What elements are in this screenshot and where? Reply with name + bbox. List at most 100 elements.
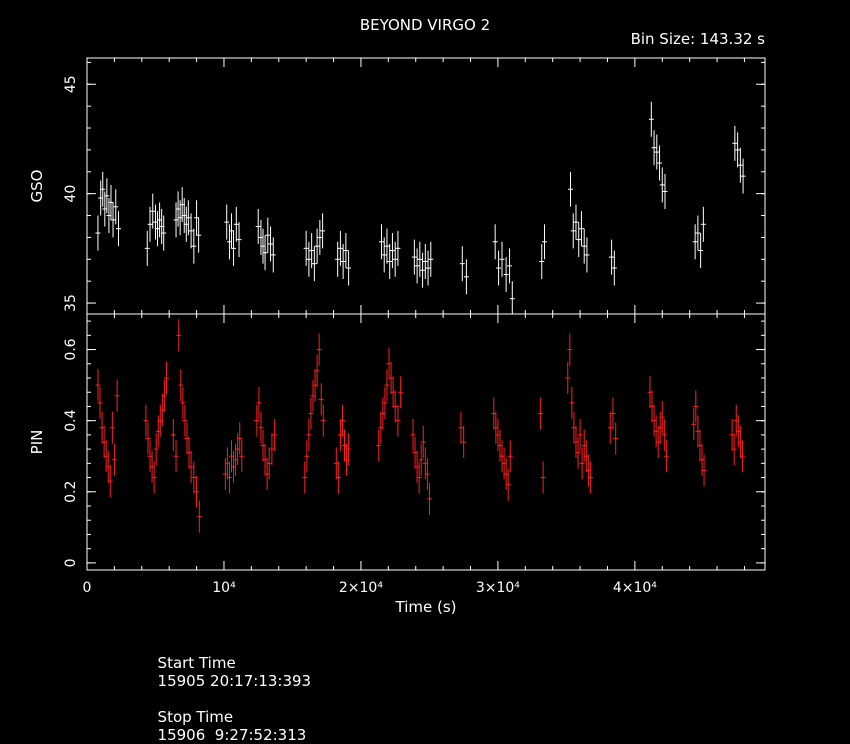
gso-data-point [609,239,615,275]
gso-data-point [651,130,657,166]
pin-data-point [254,404,260,437]
chart-title: BEYOND VIRGO 2 [360,16,490,34]
pin-data-point [458,411,464,444]
pin-data-point [410,418,416,451]
x-axis-label: Time (s) [395,598,457,616]
pin-data-point [163,362,169,394]
pin-data-point [161,379,167,412]
gso-data-point [113,189,119,225]
gso-axes-frame [86,57,766,315]
bin-size-label: Bin Size: 143.32 s [631,30,766,48]
pin-data-point [320,404,326,437]
gso-data-point [581,228,587,264]
xtick-label: 10⁴ [212,580,236,596]
pin-data-point [256,386,262,419]
gso-data-point [662,173,668,209]
pin-axes-frame [86,313,766,571]
gso-data-point [224,204,230,240]
pin-data-point [272,418,278,451]
pin-data-point [269,433,275,466]
pin-data-point [308,397,314,430]
pin-data-point [382,386,388,419]
gso-data-point [700,206,706,242]
gso-data-point [236,222,242,258]
gso-data-point [411,239,417,275]
gso-ytick-label: 35 [63,294,79,312]
pin-data-point [613,422,619,455]
pin-data-point [607,411,613,444]
pin-data-point [318,383,324,416]
gso-data-point [659,167,665,203]
pin-data-point [239,440,245,473]
pin-data-point [107,465,113,498]
pin-data-point [424,458,430,490]
gso-data-point [314,228,320,264]
light-curve-figure: BEYOND VIRGO 2 Bin Size: 143.32 s 35 40 45… [28,16,766,616]
pin-data-point [392,390,398,423]
pin-data-point [587,461,593,494]
gso-data-point [387,243,393,279]
pin-data-point [178,369,184,402]
pin-ytick-label: 0.4 [63,409,79,431]
xtick-label: 4×10⁴ [613,580,657,596]
pin-data-point [95,369,101,402]
pin-data-point [176,319,182,352]
gso-data-point [692,224,698,260]
gso-data-point [262,235,268,271]
gso-data-point [496,250,502,286]
pin-data-point [565,362,571,394]
gso-data-point [303,230,309,266]
gso-data-point [147,206,153,242]
pin-data-point [661,418,667,451]
gso-data-point [346,250,352,286]
gso-data-point [104,178,110,214]
pin-data-point [384,369,390,402]
stop-time-label: Stop Time [157,708,234,726]
pin-data-point [426,482,432,515]
gso-data-point [698,233,704,269]
gso-data-point [657,145,663,181]
pin-data-point [145,422,151,455]
gso-data-point [735,132,741,168]
pin-panel: 0 0.2 0.4 0.6 0 10⁴ 2×10⁴ 3×10⁴ 4×10⁴ Time (s) PIN [28,313,766,616]
pin-ytick-label: 0.6 [63,338,79,360]
pin-data-point [302,461,308,494]
gso-data-point [188,213,194,249]
pin-data-point [191,461,197,494]
gso-data-point [255,208,261,244]
pin-data-point [507,440,513,473]
gso-data-point [459,246,465,282]
pin-data-point [395,404,401,437]
gso-data-point [654,134,660,170]
gso-ytick-label: 45 [63,75,79,93]
pin-data-point [304,440,310,473]
gso-data-point [384,228,390,264]
pin-data-point [114,379,120,412]
gso-data-point [507,248,513,284]
gso-data-point [539,243,545,279]
pin-data-point [188,450,194,483]
gso-data-point [578,211,584,247]
xtick-label: 0 [83,580,92,596]
gso-data-point [337,230,343,266]
pin-data-point [663,440,669,473]
pin-ytick-label: 0 [63,558,79,567]
gso-data-point [110,202,116,238]
pin-data-point [579,447,585,480]
pin-y-axis-label: PIN [28,430,46,455]
gso-data-point [144,230,150,266]
pin-data-point [196,500,202,533]
pin-data-point [376,429,382,462]
gso-panel: 35 40 45 GSO [28,57,766,315]
gso-data-point [568,171,574,207]
pin-data-point [237,422,243,455]
gso-data-point [381,237,387,273]
gso-y-axis-label: GSO [28,170,46,203]
gso-data-point [389,233,395,269]
pin-data-point [569,386,575,419]
pin-data-point [610,397,616,430]
start-time-label: Start Time [157,654,236,672]
pin-data-point [418,443,424,476]
gso-data-point [576,222,582,258]
gso-data-point [509,281,515,314]
